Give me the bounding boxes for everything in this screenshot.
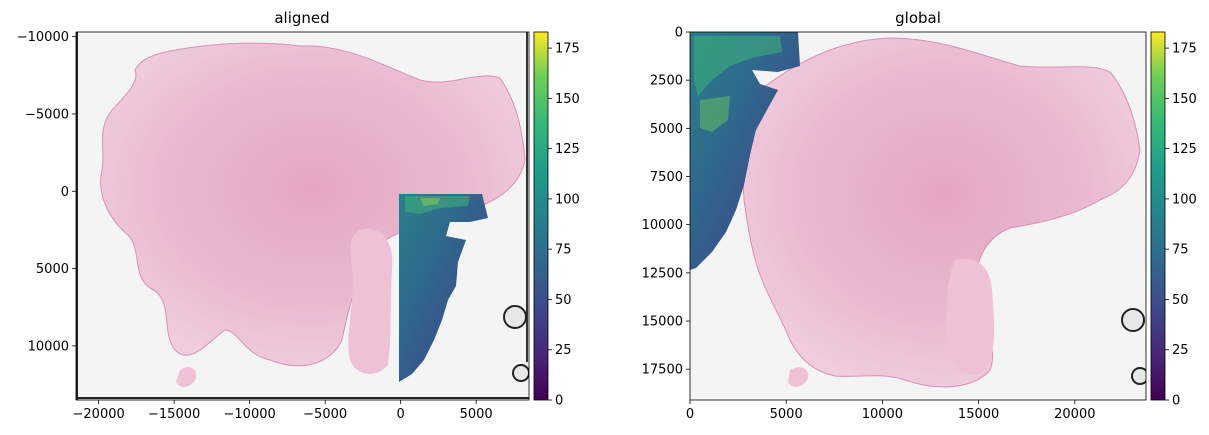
panel-title-global: global — [895, 9, 941, 27]
colorbar-global — [1150, 31, 1166, 401]
x-tick-label: −5000 — [303, 407, 347, 422]
tissue-lobe — [946, 258, 995, 375]
y-tick-label: 7500 — [650, 170, 683, 185]
overlay-highlight-bright — [700, 96, 730, 132]
colorbar-tick-label: 0 — [555, 394, 563, 409]
tissue-lobe-small — [176, 367, 197, 387]
scan-border-bottom — [76, 397, 529, 399]
image-area-aligned — [76, 32, 529, 400]
y-tick-label: 10000 — [28, 339, 69, 354]
intensity-overlay — [399, 194, 488, 382]
y-tick-label: 5000 — [650, 122, 683, 137]
x-tick-label: 20000 — [1054, 407, 1095, 422]
overlay-highlight-bright — [420, 198, 440, 206]
fiducial-circle — [1121, 308, 1145, 332]
panel-aligned: aligned −20000 −15000 −10000 −5000 0 5000−100… — [17, 9, 580, 422]
colorbar-tick-label: 175 — [555, 42, 580, 57]
y-tick-label: 0 — [61, 185, 69, 200]
x-tick-label: 0 — [397, 407, 405, 422]
panel-global: global 0 5000 10000 15000 200000250050007500… — [642, 9, 1197, 422]
colorbar-ticks-global: 0 25 50 75 100 125 150 175 — [1165, 42, 1197, 409]
colorbar-tick-label: 75 — [1172, 243, 1189, 258]
tissue-section — [100, 42, 526, 367]
fiducial-circle — [1131, 367, 1146, 385]
axes-frame-aligned — [75, 31, 530, 401]
y-tick-label: 12500 — [642, 266, 683, 281]
scan-border-right — [526, 32, 528, 362]
x-tick-label: 5000 — [770, 407, 803, 422]
colorbar-tick-label: 50 — [555, 293, 572, 308]
scan-border-left — [76, 32, 78, 400]
intensity-overlay — [690, 32, 800, 270]
overlay-highlight — [694, 36, 782, 96]
axes-aligned: −20000 −15000 −10000 −5000 0 5000 −10000 −5000 0… — [17, 30, 493, 422]
colorbar-tick-label: 125 — [1172, 142, 1197, 157]
x-tick-label: 5000 — [460, 407, 493, 422]
colorbar-tick-label: 150 — [555, 92, 580, 107]
x-tick-label: −10000 — [224, 407, 276, 422]
x-tick-label: 15000 — [958, 407, 999, 422]
colorbar-tick-label: 125 — [555, 142, 580, 157]
x-tick-label: −15000 — [148, 407, 200, 422]
axes-frame-global — [689, 31, 1147, 401]
colorbar-tick-label: 100 — [555, 192, 580, 207]
image-area-global — [690, 32, 1146, 400]
colorbar-tick-label: 150 — [1172, 92, 1197, 107]
colorbar-tick-label: 25 — [1172, 343, 1189, 358]
x-tick-label: 0 — [686, 407, 694, 422]
tissue-lobe-small — [788, 367, 809, 387]
fiducial-circle — [503, 305, 527, 329]
tissue-lobe — [348, 229, 393, 375]
y-tick-label: 5000 — [36, 262, 69, 277]
colorbar-tick-label: 75 — [555, 243, 572, 258]
x-tick-label: −20000 — [73, 407, 125, 422]
fiducial-circle — [512, 364, 529, 382]
colorbar-tick-label: 50 — [1172, 293, 1189, 308]
colorbar-aligned — [533, 31, 549, 401]
colorbar-tick-label: 175 — [1172, 42, 1197, 57]
y-tick-label: 10000 — [642, 218, 683, 233]
y-tick-label: −5000 — [25, 107, 69, 122]
axes-global: 0 5000 10000 15000 20000 0 2500 5000 7500 10000 12… — [642, 26, 1096, 423]
panel-title-aligned: aligned — [274, 9, 329, 27]
x-tick-label: 10000 — [862, 407, 903, 422]
colorbar-tick-label: 0 — [1172, 394, 1180, 409]
y-tick-label: −10000 — [17, 30, 69, 45]
y-tick-label: 17500 — [642, 363, 683, 378]
y-tick-label: 0 — [675, 26, 683, 41]
y-tick-label: 2500 — [650, 74, 683, 89]
colorbar-tick-label: 25 — [555, 343, 572, 358]
y-tick-label: 15000 — [642, 315, 683, 330]
colorbar-ticks-aligned: 0 25 50 75 100 125 150 175 — [548, 42, 580, 409]
colorbar-tick-label: 100 — [1172, 192, 1197, 207]
